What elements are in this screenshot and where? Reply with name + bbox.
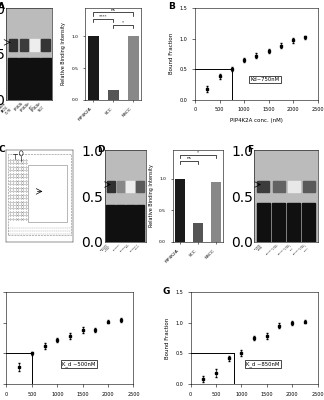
- Y-axis label: Relative Binding Intensity: Relative Binding Intensity: [61, 22, 66, 85]
- Bar: [211, 182, 221, 242]
- Bar: [30, 58, 40, 100]
- Text: A: A: [0, 2, 5, 12]
- Bar: [302, 203, 315, 242]
- Text: ns: ns: [187, 156, 191, 160]
- Bar: [272, 181, 284, 192]
- Bar: [108, 90, 119, 100]
- Bar: [126, 181, 134, 192]
- Text: K_d ~850nM: K_d ~850nM: [246, 361, 280, 367]
- Bar: [257, 203, 270, 242]
- Bar: [303, 181, 315, 192]
- Bar: [272, 203, 285, 242]
- Bar: [41, 39, 50, 51]
- Bar: [116, 205, 125, 242]
- Bar: [9, 39, 17, 51]
- Text: D: D: [98, 145, 105, 154]
- Text: C: C: [0, 145, 5, 154]
- Bar: [175, 179, 185, 242]
- Y-axis label: Bound Fraction: Bound Fraction: [169, 33, 174, 74]
- Bar: [287, 181, 299, 192]
- Bar: [28, 165, 67, 222]
- Bar: [88, 36, 99, 100]
- X-axis label: PIP4K2A conc. (nM): PIP4K2A conc. (nM): [230, 118, 283, 123]
- Bar: [30, 39, 39, 51]
- Text: *: *: [122, 20, 124, 24]
- Y-axis label: Bound Fraction: Bound Fraction: [165, 318, 170, 359]
- Bar: [8, 58, 18, 100]
- Bar: [117, 181, 124, 192]
- Y-axis label: Relative Binding Intensity: Relative Binding Intensity: [149, 164, 154, 228]
- Text: Kd~750nM: Kd~750nM: [250, 77, 279, 82]
- Bar: [136, 181, 144, 192]
- Text: K_d ~500nM: K_d ~500nM: [62, 361, 96, 367]
- Text: F: F: [247, 145, 253, 154]
- Text: B: B: [168, 2, 175, 12]
- Text: ns: ns: [111, 8, 116, 12]
- Bar: [135, 205, 144, 242]
- Bar: [107, 181, 115, 192]
- Bar: [128, 36, 139, 100]
- Text: G: G: [163, 287, 170, 296]
- Bar: [193, 223, 203, 242]
- Bar: [287, 203, 300, 242]
- Bar: [258, 181, 270, 192]
- Text: *: *: [197, 150, 199, 154]
- Bar: [19, 39, 28, 51]
- Bar: [126, 205, 134, 242]
- Bar: [106, 205, 115, 242]
- Bar: [8, 154, 71, 234]
- Bar: [41, 58, 51, 100]
- Bar: [19, 58, 29, 100]
- Text: ****: ****: [99, 14, 108, 18]
